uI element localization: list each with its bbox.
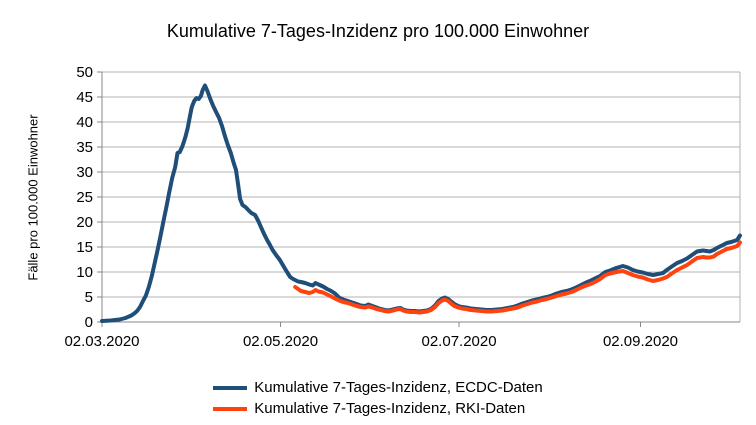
x-tick-label: 02.05.2020 bbox=[243, 333, 318, 350]
y-tick-label: 35 bbox=[76, 139, 93, 156]
rki-line-swatch-icon bbox=[213, 406, 248, 411]
legend-label-ecdc: Kumulative 7-Tages-Inzidenz, ECDC-Daten bbox=[254, 379, 543, 396]
y-tick-label: 25 bbox=[76, 189, 93, 206]
legend-item-rki: Kumulative 7-Tages-Inzidenz, RKI-Daten bbox=[213, 398, 542, 419]
chart-title: Kumulative 7-Tages-Inzidenz pro 100.000 … bbox=[166, 21, 590, 41]
y-tick-label: 5 bbox=[85, 289, 93, 306]
y-tick-label: 20 bbox=[76, 214, 93, 231]
y-tick-label: 30 bbox=[76, 164, 93, 181]
x-tick-label: 02.07.2020 bbox=[422, 333, 497, 350]
legend-box: Kumulative 7-Tages-Inzidenz, ECDC-Daten … bbox=[213, 377, 543, 419]
y-tick-label: 45 bbox=[76, 89, 93, 106]
legend: Kumulative 7-Tages-Inzidenz, ECDC-Daten … bbox=[0, 377, 756, 419]
legend-item-ecdc: Kumulative 7-Tages-Inzidenz, ECDC-Daten bbox=[213, 377, 543, 398]
y-tick-label: 40 bbox=[76, 114, 93, 131]
y-tick-label: 50 bbox=[76, 64, 93, 81]
x-tick-label: 02.09.2020 bbox=[603, 333, 678, 350]
x-tick-label: 02.03.2020 bbox=[64, 333, 139, 350]
series-line-rki bbox=[293, 240, 742, 315]
legend-label-rki: Kumulative 7-Tages-Inzidenz, RKI-Daten bbox=[254, 400, 526, 417]
ecdc-line-swatch-icon bbox=[213, 385, 248, 390]
y-tick-label: 0 bbox=[85, 314, 93, 331]
series-line-ecdc bbox=[100, 83, 742, 323]
y-tick-label: 15 bbox=[76, 239, 93, 256]
y-tick-label: 10 bbox=[76, 264, 93, 281]
